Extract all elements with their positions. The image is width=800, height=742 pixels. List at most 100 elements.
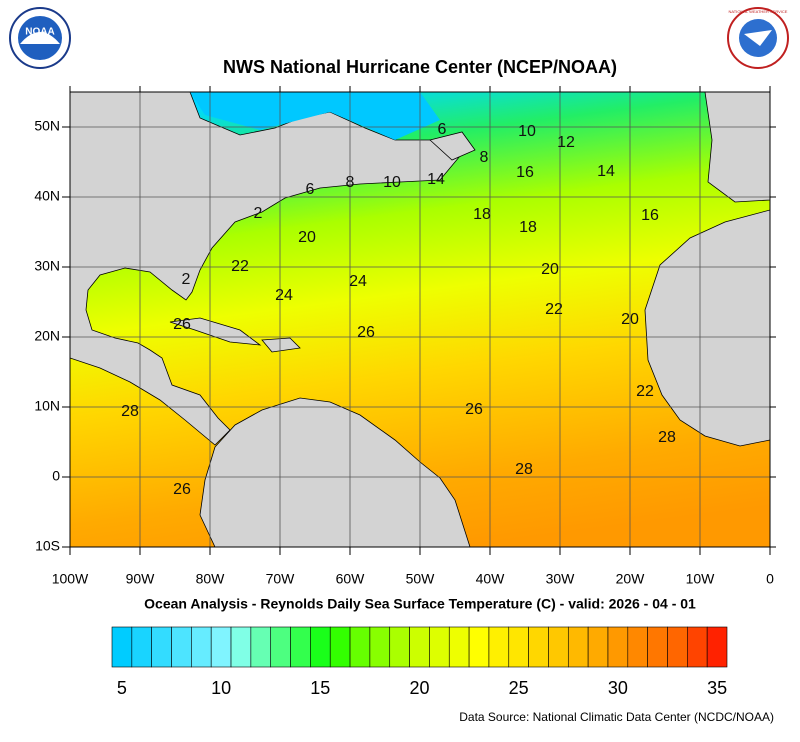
x-tick-label: 100W — [52, 571, 89, 587]
color-swatch — [587, 626, 609, 668]
color-swatch — [389, 626, 410, 668]
color-swatch — [151, 626, 172, 668]
colorbar-label: 25 — [509, 678, 529, 698]
contour-label: 26 — [173, 481, 191, 498]
data-source: Data Source: National Climatic Data Cent… — [459, 710, 774, 724]
x-tick-label: 70W — [266, 571, 296, 587]
contour-label: 8 — [480, 149, 489, 166]
axes: 100W 90W 80W 70W 60W 50W 40W 30W 20W 10W 0 50N 40N 30… — [34, 86, 776, 587]
color-swatch — [310, 626, 331, 668]
x-tick-label: 20W — [616, 571, 646, 587]
color-swatch — [528, 626, 549, 668]
x-tick-label: 30W — [546, 571, 576, 587]
color-swatch — [687, 626, 708, 668]
color-swatch — [369, 626, 391, 668]
contour-label: 24 — [275, 287, 293, 304]
contour-label: 20 — [621, 311, 639, 328]
land-north-america — [70, 92, 466, 446]
land-hispaniola — [261, 337, 301, 353]
contour-label: 16 — [516, 164, 534, 181]
color-swatch — [706, 626, 728, 668]
land-newfoundland — [429, 131, 476, 161]
contour-label: 14 — [597, 163, 615, 180]
x-tick-label: 50W — [406, 571, 436, 587]
color-swatch — [567, 626, 589, 668]
contour-label: 28 — [658, 429, 676, 446]
color-swatch — [290, 626, 311, 668]
color-swatch — [191, 626, 212, 668]
color-swatch — [171, 626, 192, 668]
nws-logo: NATIONAL WEATHER SERVICE — [727, 7, 789, 69]
contour-label: 22 — [231, 258, 249, 275]
color-swatch — [667, 626, 688, 668]
contour-label: 28 — [515, 461, 533, 478]
y-tick-label: 30N — [34, 258, 60, 274]
hudson-water — [190, 92, 440, 140]
color-swatch — [548, 626, 569, 668]
color-swatch — [270, 626, 291, 668]
colorbar-label: 15 — [310, 678, 330, 698]
color-swatch — [607, 626, 629, 668]
contour-label: 18 — [473, 206, 491, 223]
contour-label: 26 — [173, 316, 191, 333]
contour-label: 28 — [121, 403, 139, 420]
y-tick-label: 10S — [35, 538, 60, 554]
land-africa — [644, 209, 770, 447]
contour-label: 6 — [306, 181, 315, 198]
color-swatch — [647, 626, 668, 668]
contour-label: 2 — [254, 205, 263, 222]
y-tick-label: 50N — [34, 118, 60, 134]
x-tick-label: 40W — [476, 571, 506, 587]
color-swatch — [131, 626, 152, 668]
color-swatch — [111, 626, 133, 668]
contour-label: 14 — [427, 171, 445, 188]
contour-label: 24 — [349, 273, 367, 290]
y-tick-label: 10N — [34, 398, 60, 414]
color-swatch — [230, 626, 252, 668]
contour-label: 16 — [641, 207, 659, 224]
contour-label: 18 — [519, 219, 537, 236]
color-swatch — [250, 626, 272, 668]
contour-label: 12 — [557, 134, 575, 151]
contour-label: 22 — [636, 383, 654, 400]
colorbar-label: 35 — [707, 678, 727, 698]
colorbar-label: 20 — [409, 678, 429, 698]
contour-label: 6 — [438, 121, 447, 138]
color-swatch — [210, 626, 232, 668]
contour-label: 26 — [465, 401, 483, 418]
logo-text: NOAA — [25, 27, 54, 38]
color-swatch — [508, 626, 529, 668]
color-swatch — [349, 626, 371, 668]
y-tick-label: 40N — [34, 188, 60, 204]
contour-label: 22 — [545, 301, 563, 318]
logo-text: NATIONAL WEATHER SERVICE — [729, 9, 788, 14]
color-swatch — [329, 626, 351, 668]
colorbar: 5 10 15 20 25 30 35 — [111, 626, 728, 698]
color-swatch — [429, 626, 450, 668]
contour-label: 26 — [357, 324, 375, 341]
contour-label: 2 — [182, 271, 191, 288]
y-tick-label: 0 — [52, 468, 60, 484]
color-swatch — [627, 626, 648, 668]
colorbar-label: 5 — [117, 678, 127, 698]
caption: Ocean Analysis - Reynolds Daily Sea Surf… — [144, 596, 696, 612]
color-swatch — [409, 626, 430, 668]
land-europe — [704, 92, 770, 203]
contour-labels: 6 10 12 8 16 14 6 8 10 14 18 18 16 2 20 22 20 24 24 22 20 2 26… — [121, 121, 676, 498]
colorbar-label: 10 — [211, 678, 231, 698]
color-swatch — [448, 626, 470, 668]
x-tick-label: 90W — [126, 571, 156, 587]
colorbar-label: 30 — [608, 678, 628, 698]
color-swatch — [468, 626, 490, 668]
x-tick-label: 80W — [196, 571, 226, 587]
y-tick-label: 20N — [34, 328, 60, 344]
x-tick-label: 10W — [686, 571, 716, 587]
contour-label: 20 — [541, 261, 559, 278]
contour-label: 10 — [383, 174, 401, 191]
title: NWS National Hurricane Center (NCEP/NOAA… — [223, 57, 617, 77]
contour-label: 10 — [518, 123, 536, 140]
noaa-logo: NOAA — [9, 7, 71, 69]
contour-label: 8 — [346, 174, 355, 191]
contour-label: 20 — [298, 229, 316, 246]
